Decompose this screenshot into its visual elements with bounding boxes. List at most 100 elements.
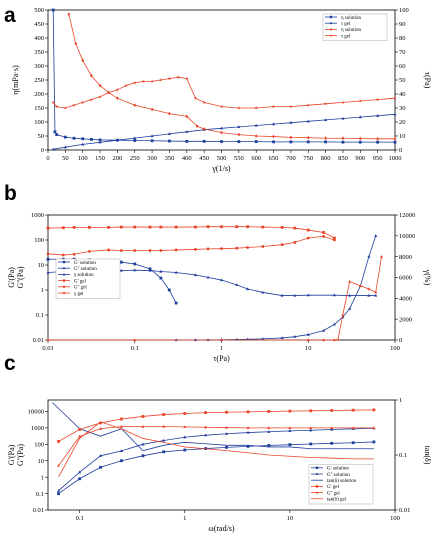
data-point	[183, 412, 187, 415]
data-point	[63, 145, 67, 149]
data-point	[106, 90, 111, 95]
data-point	[206, 247, 210, 251]
x-tick-label: 600	[251, 155, 261, 162]
data-point	[46, 257, 50, 261]
y2-tick-label: 6000	[399, 275, 412, 282]
x-axis-label: γ(1/s)	[211, 164, 231, 173]
data-point	[272, 140, 275, 144]
data-point	[220, 130, 223, 135]
data-point	[141, 79, 146, 83]
x-tick-label: 300	[147, 155, 157, 162]
legend-entry: G' gel	[327, 485, 339, 490]
data-point	[98, 83, 102, 88]
data-point	[393, 136, 397, 141]
data-point	[289, 104, 293, 109]
data-point	[348, 307, 352, 310]
data-point	[219, 338, 224, 342]
data-point	[330, 427, 334, 431]
data-point	[206, 275, 210, 279]
data-point	[341, 136, 345, 141]
legend-entry: γ solution	[74, 273, 94, 278]
y-axis-label: G'(Pa)G''(Pa)	[7, 266, 25, 288]
data-point	[254, 123, 258, 127]
series-line	[47, 235, 335, 256]
legend-marker	[62, 279, 66, 282]
legend-box	[55, 258, 121, 299]
y2-tick-label: 0.01	[399, 507, 410, 514]
data-point	[87, 225, 91, 229]
data-point	[309, 426, 313, 430]
legend-entry: G' solution	[74, 261, 96, 266]
legend-marker	[62, 285, 66, 288]
data-point	[246, 225, 250, 229]
data-point	[280, 225, 284, 229]
x-tick-label: 1	[183, 515, 186, 522]
data-point	[235, 283, 239, 287]
y2-tick-label: 50	[399, 77, 406, 84]
data-point	[246, 444, 250, 448]
data-point	[358, 99, 363, 103]
data-point	[133, 225, 137, 229]
chart-a: 0 50 100 150 200 250 300 350 400 450 500 550 600 650 7…	[11, 7, 431, 173]
data-point	[321, 338, 326, 342]
data-point	[324, 136, 327, 141]
data-point	[81, 58, 85, 63]
data-point	[78, 477, 82, 481]
data-point	[176, 75, 180, 79]
y2-tick-label: 100	[399, 7, 409, 14]
data-point	[120, 459, 123, 463]
data-point	[341, 313, 345, 317]
panel-letter-c: c	[4, 352, 16, 375]
data-point	[348, 279, 352, 283]
series-line	[58, 426, 374, 466]
data-point	[98, 426, 103, 430]
data-point	[183, 425, 187, 429]
x-tick-label: 0.01	[42, 345, 53, 352]
data-point	[87, 249, 91, 253]
data-point	[351, 408, 355, 412]
data-point	[267, 430, 271, 433]
data-point	[51, 100, 55, 104]
x-tick-label: 50	[62, 155, 69, 162]
data-point	[267, 426, 271, 430]
data-point	[119, 424, 124, 428]
x-tick-label: 100	[78, 155, 88, 162]
data-point	[162, 438, 166, 442]
data-point	[78, 434, 82, 438]
data-point	[99, 465, 102, 469]
data-point	[225, 445, 228, 449]
data-point	[168, 111, 171, 116]
data-point	[148, 225, 152, 229]
y-tick-label: 1000	[31, 212, 44, 219]
y2-tick-label: 10	[399, 133, 406, 140]
data-point	[162, 450, 166, 454]
data-point	[225, 410, 228, 414]
data-point	[341, 116, 345, 120]
data-point	[159, 225, 163, 229]
series-line	[58, 441, 374, 494]
series-b-2	[174, 234, 378, 342]
data-point	[261, 290, 265, 294]
series-line	[52, 402, 374, 452]
data-point	[72, 136, 76, 140]
y2-tick-label: 40	[399, 91, 406, 98]
data-point	[225, 425, 229, 429]
x-tick-label: 650	[269, 155, 279, 162]
legend-marker	[62, 266, 66, 270]
legend-entry: G' gel	[74, 279, 86, 284]
data-point	[206, 225, 210, 229]
y-tick-label: 0.1	[36, 312, 44, 319]
legend-entry: G'' gel	[327, 491, 340, 496]
legend-marker	[329, 27, 333, 31]
x-axis-label: τ(Pa)	[213, 354, 230, 363]
data-point	[150, 134, 154, 138]
data-point	[168, 139, 171, 143]
series-b-3	[46, 225, 336, 240]
data-point	[288, 426, 292, 430]
x-tick-label: 750	[303, 155, 313, 162]
data-point	[72, 252, 76, 256]
data-point	[341, 100, 345, 104]
